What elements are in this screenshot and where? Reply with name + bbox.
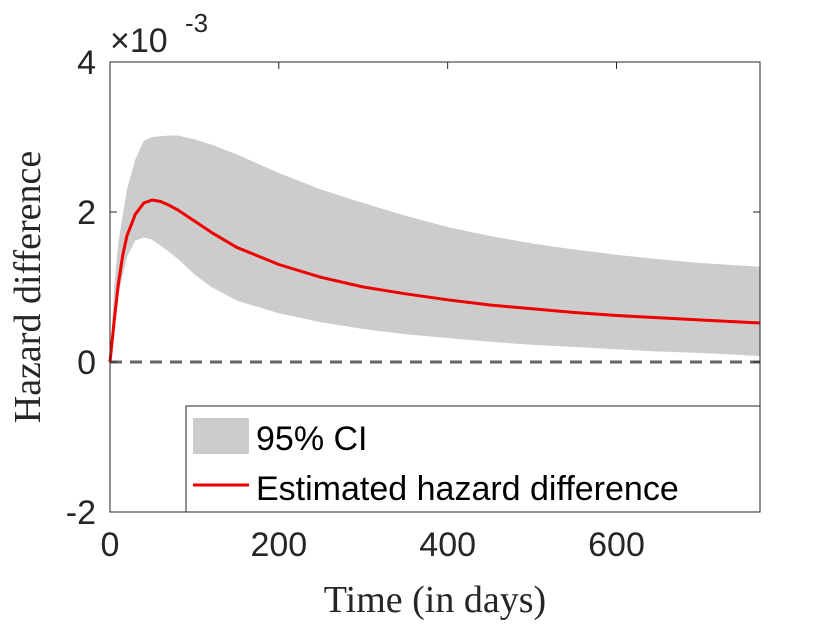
y-tick-label: 2	[77, 194, 96, 232]
y-multiplier: ×10 -3	[110, 8, 208, 60]
x-tick-label: 0	[101, 526, 120, 564]
legend-label-ci: 95% CI	[256, 420, 368, 458]
ci-band-layer	[110, 135, 760, 362]
y-axis-title: Hazard difference	[7, 151, 49, 424]
y-multiplier-exponent: -3	[185, 8, 208, 38]
legend: 95% CI Estimated hazard difference	[185, 405, 761, 513]
x-tick-label: 400	[419, 526, 476, 564]
y-tick-label: -2	[66, 494, 96, 532]
y-tick-label: 0	[77, 344, 96, 382]
y-multiplier-base: ×10	[110, 22, 168, 60]
ci-band	[110, 135, 760, 362]
legend-box	[185, 405, 761, 513]
y-tick-label: 4	[77, 44, 96, 82]
line-layer	[108, 198, 761, 363]
x-axis-title: Time (in days)	[324, 579, 546, 621]
legend-swatch-ci-band	[193, 418, 249, 454]
x-tick-label: 200	[250, 526, 307, 564]
legend-label-estimate: Estimated hazard difference	[256, 470, 679, 508]
estimate-line	[108, 198, 761, 363]
x-tick-label: 600	[588, 526, 645, 564]
